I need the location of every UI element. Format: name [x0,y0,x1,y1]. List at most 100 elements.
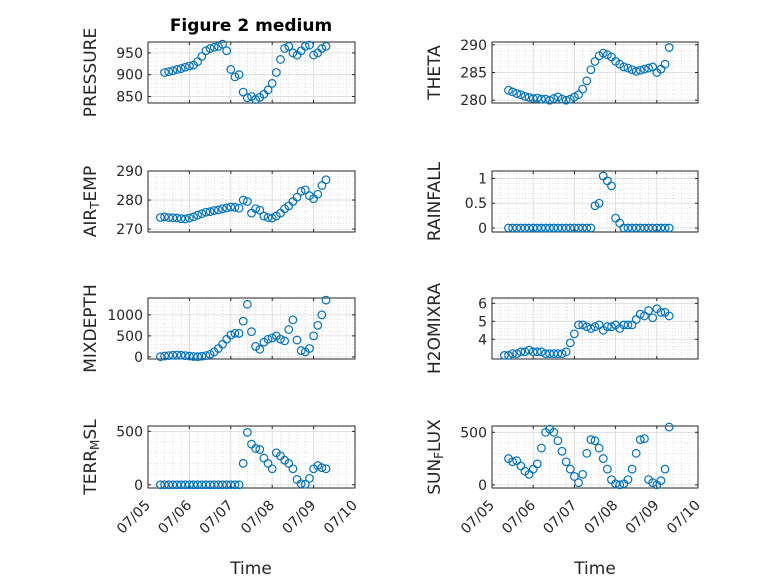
axes-box [147,297,356,360]
data-point [317,44,327,53]
data-point [561,223,571,233]
data-point [313,189,323,199]
y-tick-label: 290 [116,164,143,180]
data-point [259,453,269,463]
data-point [218,480,227,490]
data-point [644,63,653,73]
data-point [549,349,559,359]
data-point [238,459,248,468]
data-point [561,347,571,357]
data-point [516,90,526,100]
y-tick-label: 280 [460,93,487,109]
data-point [537,223,546,233]
data-point [321,295,331,305]
data-point [635,65,645,75]
y-axis-label-h2omixra: H2OMIXRA [425,283,445,374]
data-point [176,480,186,490]
data-point [565,223,575,233]
data-point [292,335,302,345]
data-point [664,223,674,233]
data-point [574,223,583,233]
data-point [561,457,571,467]
data-point [508,349,517,359]
subplot-rainfall: 0 0.5 1 RAINFALL [425,161,699,241]
data-point [255,445,265,454]
data-point [537,443,546,453]
data-point [189,480,198,490]
data-point [180,480,190,490]
data-point [557,223,567,233]
data-point [524,223,534,233]
data-point [238,195,248,205]
data-point [230,72,240,82]
data-point [648,478,658,488]
data-point [541,349,550,359]
data-point [251,444,261,453]
y-tick-label: 280 [116,193,143,209]
data-point [184,213,194,223]
y-tick-label: 290 [460,38,487,54]
data-point [230,328,240,338]
data-point [276,334,285,344]
data-point [259,211,269,221]
data-point [607,181,616,191]
y-tick-label: 1 [478,171,487,187]
data-point [205,207,215,217]
data-point [234,480,244,490]
y-axis-label-mixdepth: MIXDEPTH [81,284,101,373]
data-point [193,210,203,220]
data-point [619,320,629,330]
subplot-air-temp: 270 280 290 AIRTEMP [81,164,356,238]
data-point [648,313,658,323]
data-point [242,197,252,206]
y-tick-label: 0 [134,478,143,494]
data-point [317,310,327,320]
data-point [570,223,579,233]
data-point [213,41,223,51]
data-point [537,347,546,357]
data-point [541,94,550,104]
data-point [512,89,522,98]
data-point [160,351,169,361]
data-point [532,347,542,357]
subplot-pressure: 850 900 950 PRESSURE [81,28,356,117]
data-point [184,351,194,361]
data-point [242,428,252,437]
data-point [197,480,207,490]
data-point [553,436,563,446]
axes-box [147,170,356,233]
data-point [586,324,596,333]
data-point [508,457,517,467]
data-point [602,50,612,60]
data-point [532,223,542,233]
y-tick-label: 950 [116,46,143,62]
data-point [549,94,559,103]
data-point [176,350,186,360]
data-point [218,204,227,214]
data-point [602,464,612,474]
data-point [230,202,240,212]
data-point [226,330,236,340]
data-point [631,448,641,458]
data-point [321,41,331,51]
data-point [238,316,248,326]
data-point [504,85,513,95]
data-point [201,207,211,217]
data-point [508,87,517,97]
data-point [644,306,653,315]
data-point [545,349,555,359]
data-point [557,446,567,456]
data-point [660,223,670,233]
data-point [611,479,620,489]
data-point [305,473,314,483]
data-point [313,461,323,470]
data-point [180,62,190,72]
data-point [292,192,302,202]
data-point [499,351,509,360]
data-point [201,480,211,490]
data-point [267,78,277,88]
data-point [602,322,612,332]
data-point [251,95,261,104]
y-axis-label-terr-msl: TERRMSL [81,419,102,496]
